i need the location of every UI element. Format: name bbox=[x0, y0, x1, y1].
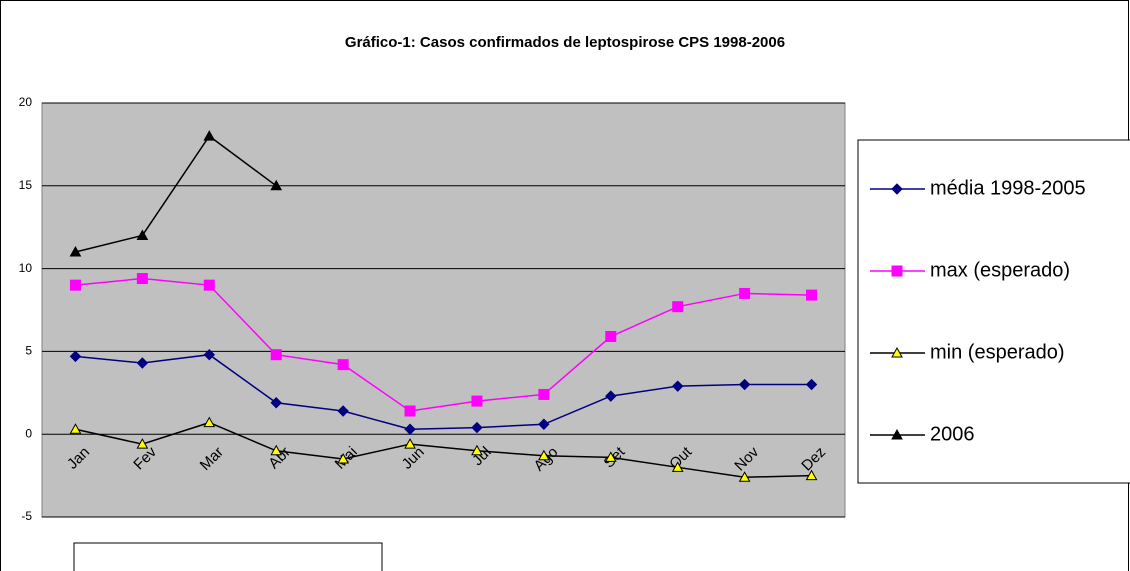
y-tick-label: 10 bbox=[19, 261, 33, 275]
data-point bbox=[203, 279, 215, 291]
legend-marker bbox=[891, 346, 903, 358]
data-point bbox=[270, 179, 283, 191]
empty-box bbox=[73, 542, 383, 571]
plot-area bbox=[41, 102, 846, 518]
data-point bbox=[404, 438, 416, 449]
data-point bbox=[671, 461, 684, 472]
data-point bbox=[69, 350, 82, 363]
y-tick-label: 20 bbox=[19, 95, 33, 109]
data-point bbox=[136, 273, 148, 285]
data-point bbox=[672, 380, 684, 392]
data-point bbox=[471, 444, 483, 456]
data-point bbox=[806, 289, 818, 301]
data-point bbox=[471, 421, 483, 434]
legend-label: 2006 bbox=[930, 423, 975, 445]
y-tick-label: 5 bbox=[25, 344, 32, 358]
data-point bbox=[538, 449, 550, 461]
data-point bbox=[136, 357, 149, 369]
data-point bbox=[69, 246, 82, 257]
legend-marker bbox=[891, 183, 903, 195]
data-point bbox=[136, 438, 149, 449]
data-point bbox=[203, 130, 216, 141]
series-line bbox=[75, 135, 277, 253]
series-line bbox=[75, 353, 812, 430]
legend bbox=[857, 139, 1130, 484]
data-point bbox=[738, 378, 751, 391]
data-point bbox=[69, 423, 82, 434]
data-point bbox=[605, 330, 617, 342]
data-point bbox=[605, 390, 617, 402]
legend-label: média 1998-2005 bbox=[930, 177, 1086, 199]
data-point bbox=[805, 378, 818, 391]
data-point bbox=[69, 279, 81, 291]
data-point bbox=[337, 405, 349, 417]
data-point bbox=[404, 423, 416, 435]
chart-title: Gráfico-1: Casos confirmados de leptospi… bbox=[345, 34, 785, 51]
data-point bbox=[738, 471, 751, 482]
data-point bbox=[538, 388, 550, 400]
data-point bbox=[270, 444, 283, 456]
data-point bbox=[203, 349, 215, 361]
data-point bbox=[404, 405, 416, 417]
data-point bbox=[203, 416, 216, 428]
legend-marker bbox=[891, 265, 903, 277]
data-point bbox=[270, 349, 282, 361]
data-point bbox=[604, 451, 617, 462]
data-point bbox=[270, 397, 282, 409]
data-point bbox=[136, 229, 149, 240]
data-point bbox=[739, 287, 751, 299]
y-tick-label: 0 bbox=[25, 426, 32, 440]
data-point bbox=[337, 453, 349, 464]
series-line bbox=[75, 277, 812, 412]
data-point bbox=[471, 395, 483, 407]
y-tick-label: 15 bbox=[19, 178, 33, 192]
legend-label: max (esperado) bbox=[930, 259, 1070, 281]
data-point bbox=[805, 469, 818, 481]
series-line bbox=[75, 421, 812, 479]
legend-marker bbox=[891, 428, 903, 440]
data-point bbox=[538, 418, 550, 430]
data-point bbox=[337, 359, 349, 371]
y-tick-label: -5 bbox=[21, 509, 32, 523]
legend-label: min (esperado) bbox=[930, 341, 1065, 363]
data-point bbox=[672, 301, 684, 313]
